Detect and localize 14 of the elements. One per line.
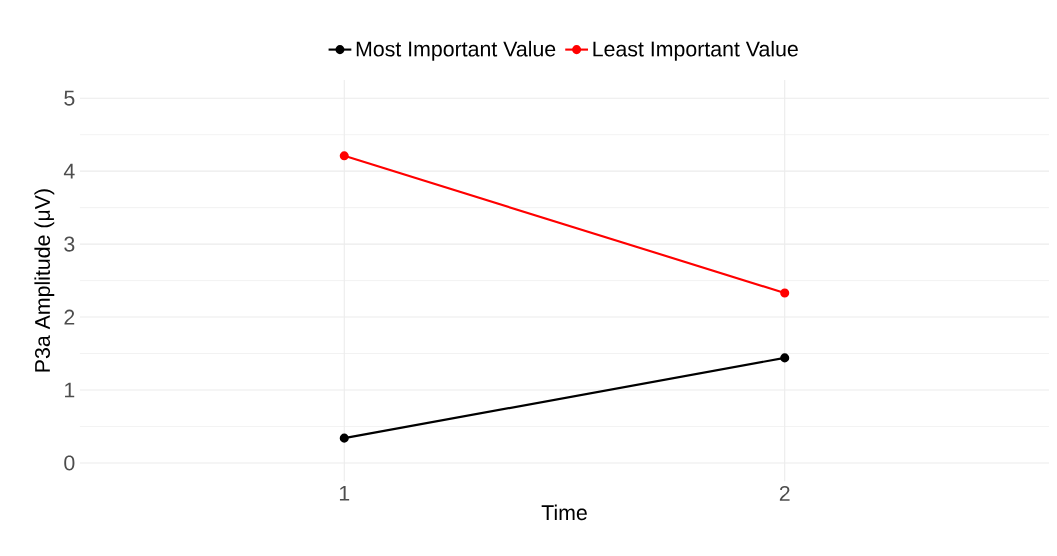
y-tick-label: 2 [64,309,75,325]
y-tick-label: 3 [64,236,75,252]
point [780,353,790,363]
point [780,288,790,298]
legend-label: Most Important Value [356,40,556,61]
y-axis-title: P3a Amplitude (μV) [34,189,55,372]
point [339,433,349,443]
y-tick-label: 1 [65,382,75,398]
y-tick-label: 0 [64,455,75,471]
x-axis-title: Time [541,504,587,521]
point [339,151,349,161]
y-tick-label: 4 [63,163,75,179]
legend-label: Least Important Value [593,40,798,61]
y-tick-label: 5 [64,90,75,106]
